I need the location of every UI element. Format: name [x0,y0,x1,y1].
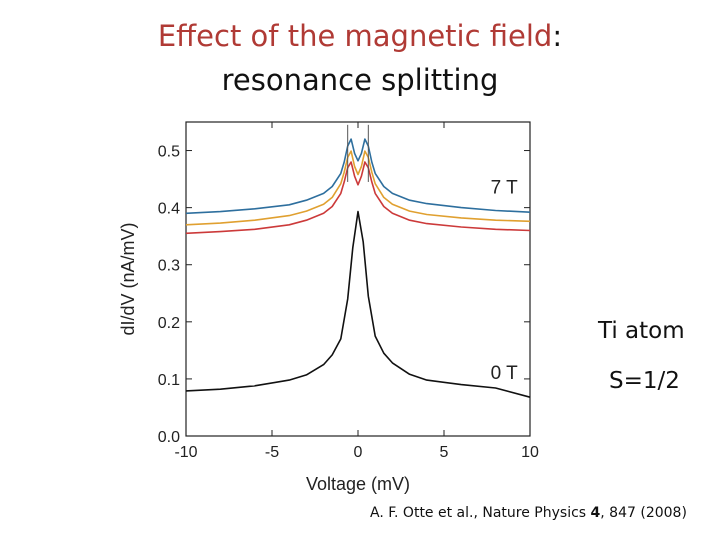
spin-note: S=1/2 [609,368,680,394]
slide-title-line2: resonance splitting [221,63,499,97]
series-line [185,161,531,235]
citation: A. F. Otte et al., Nature Physics 4, 847… [370,505,687,521]
series-line [185,150,531,226]
field-annotation: 7 T [491,177,519,198]
citation-year: 2008 [645,505,682,521]
x-tick-label: -5 [265,444,279,461]
series-line [185,210,531,398]
x-tick-label: 5 [440,444,449,461]
y-tick-label: 0.0 [158,429,180,446]
y-tick-label: 0.2 [158,315,180,332]
slide-title-line1: Effect of the magnetic field: [0,14,720,58]
plot-frame [185,121,531,437]
citation-volume: 4 [590,505,601,521]
title-accent-text: Effect of the magnetic field [157,19,553,53]
title-colon: : [552,19,563,53]
citation-authors: A. F. Otte et al., Nature Physics [370,505,591,521]
y-tick-label: 0.1 [158,372,180,389]
ti-atom-note: Ti atom [598,318,685,344]
x-tick-label: -10 [174,444,197,461]
y-axis-label: dI/dV (nA/mV) [118,222,138,335]
slide-title: Effect of the magnetic field: resonance … [0,14,720,102]
x-tick-label: 10 [521,444,539,461]
series-line [185,138,531,215]
y-tick-label: 0.3 [158,258,180,275]
y-tick-label: 0.5 [158,144,180,161]
x-tick-label: 0 [354,444,363,461]
citation-pages: , 847 ( [600,505,646,521]
field-annotation: 0 T [491,363,519,384]
y-tick-label: 0.4 [158,201,180,218]
citation-close: ) [681,505,687,521]
x-axis-label: Voltage (mV) [306,474,410,494]
